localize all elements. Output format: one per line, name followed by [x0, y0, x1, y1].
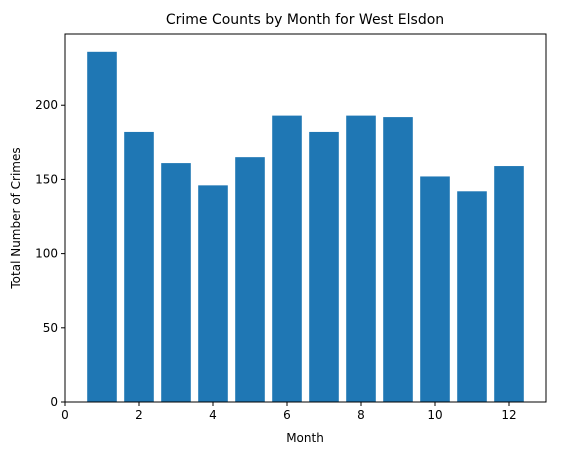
bar-month-9: [383, 117, 413, 402]
chart-title: Crime Counts by Month for West Elsdon: [166, 12, 444, 28]
x-tick-label-10: 10: [427, 408, 442, 422]
y-tick-label-150: 150: [35, 172, 58, 186]
bar-month-6: [272, 115, 302, 403]
bar-month-8: [346, 115, 376, 403]
x-tick-label-12: 12: [501, 408, 516, 422]
y-tick-label-0: 0: [50, 395, 58, 409]
bar-month-5: [235, 157, 265, 402]
x-axis-label: Month: [286, 431, 324, 445]
bar-month-11: [457, 191, 487, 402]
x-tick-label-4: 4: [209, 408, 217, 422]
bar-month-4: [198, 185, 228, 402]
y-tick-label-50: 50: [43, 321, 58, 335]
x-tick-label-6: 6: [283, 408, 291, 422]
x-tick-label-2: 2: [135, 408, 143, 422]
axes-layer: 0 2 4 6 8 10 12 0 50 100 150 200: [35, 33, 547, 422]
x-tick-label-8: 8: [357, 408, 365, 422]
y-axis-label: Total Number of Crimes: [9, 147, 23, 289]
bar-month-7: [309, 131, 339, 402]
bar-month-3: [161, 163, 191, 402]
bar-month-1: [87, 51, 117, 403]
bar-month-10: [420, 176, 450, 402]
bar-month-2: [124, 131, 154, 402]
bars-layer: [87, 51, 524, 403]
plot-frame: [64, 33, 547, 403]
y-tick-label-100: 100: [35, 247, 58, 261]
y-tick-label-200: 200: [35, 98, 58, 112]
x-tick-label-0: 0: [61, 408, 69, 422]
bar-month-12: [494, 166, 524, 402]
